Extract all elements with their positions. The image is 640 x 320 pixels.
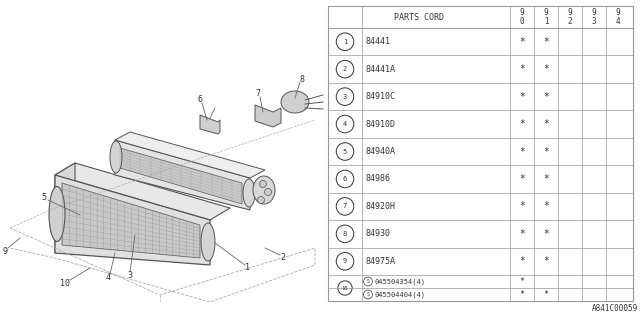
Text: 9: 9 <box>3 246 8 255</box>
Circle shape <box>336 170 354 188</box>
Text: *: * <box>543 92 549 102</box>
Text: *: * <box>520 277 525 286</box>
Polygon shape <box>255 105 281 127</box>
Circle shape <box>336 60 354 78</box>
Polygon shape <box>55 175 210 265</box>
Bar <box>328 6 633 301</box>
Text: *: * <box>519 256 525 266</box>
Text: *: * <box>519 201 525 212</box>
Circle shape <box>336 115 354 133</box>
Text: 84975A: 84975A <box>365 257 395 266</box>
Text: 84910D: 84910D <box>365 120 395 129</box>
Text: 9
2: 9 2 <box>568 8 572 26</box>
Polygon shape <box>115 140 250 210</box>
Polygon shape <box>115 132 265 178</box>
Text: 84441: 84441 <box>365 37 390 46</box>
Text: *: * <box>543 229 549 239</box>
Text: *: * <box>519 229 525 239</box>
Circle shape <box>336 198 354 215</box>
Circle shape <box>336 33 354 51</box>
Text: *: * <box>519 147 525 156</box>
Text: *: * <box>543 201 549 212</box>
Ellipse shape <box>253 176 275 204</box>
Polygon shape <box>55 163 75 253</box>
Circle shape <box>257 196 264 204</box>
Polygon shape <box>55 163 230 220</box>
Ellipse shape <box>110 141 122 173</box>
Circle shape <box>336 252 354 270</box>
Circle shape <box>338 281 352 295</box>
Text: S: S <box>367 279 369 284</box>
Text: *: * <box>519 92 525 102</box>
Text: 6: 6 <box>343 176 347 182</box>
Circle shape <box>336 88 354 105</box>
Text: 84910C: 84910C <box>365 92 395 101</box>
Text: 9
0: 9 0 <box>520 8 524 26</box>
Text: 9
3: 9 3 <box>592 8 596 26</box>
Text: *: * <box>543 64 549 74</box>
Text: *: * <box>520 290 525 299</box>
Text: *: * <box>543 119 549 129</box>
Text: 7: 7 <box>255 89 260 98</box>
Text: 4: 4 <box>343 121 347 127</box>
Text: 84441A: 84441A <box>365 65 395 74</box>
Text: 2: 2 <box>280 252 285 261</box>
Text: S: S <box>367 292 369 297</box>
Text: 5: 5 <box>343 148 347 155</box>
Text: A841C00059: A841C00059 <box>592 304 638 313</box>
Polygon shape <box>62 183 200 258</box>
Text: 84920H: 84920H <box>365 202 395 211</box>
Text: 045504404(4): 045504404(4) <box>374 291 426 298</box>
Text: 10: 10 <box>60 278 70 287</box>
Polygon shape <box>120 148 242 204</box>
Ellipse shape <box>281 91 309 113</box>
Text: 8: 8 <box>300 75 305 84</box>
Text: *: * <box>519 64 525 74</box>
Ellipse shape <box>49 187 65 242</box>
Text: *: * <box>543 174 549 184</box>
Circle shape <box>336 225 354 243</box>
Text: *: * <box>519 174 525 184</box>
Text: *: * <box>543 290 548 299</box>
Text: 84986: 84986 <box>365 174 390 183</box>
Circle shape <box>259 180 266 188</box>
Text: 10: 10 <box>342 285 348 291</box>
Text: 3: 3 <box>127 271 132 281</box>
Polygon shape <box>200 115 220 134</box>
Text: 8: 8 <box>343 231 347 237</box>
Text: 1: 1 <box>244 262 250 271</box>
Circle shape <box>336 143 354 160</box>
Text: 7: 7 <box>343 204 347 209</box>
Text: 9: 9 <box>343 258 347 264</box>
Text: *: * <box>519 119 525 129</box>
Text: 9
1: 9 1 <box>544 8 548 26</box>
Text: 1: 1 <box>343 39 347 45</box>
Text: *: * <box>543 256 549 266</box>
Text: 84940A: 84940A <box>365 147 395 156</box>
Circle shape <box>364 290 372 299</box>
Text: 3: 3 <box>343 94 347 100</box>
Circle shape <box>364 277 372 286</box>
Text: 4: 4 <box>106 273 111 282</box>
Text: 84930: 84930 <box>365 229 390 238</box>
Text: *: * <box>519 37 525 47</box>
Text: *: * <box>543 37 549 47</box>
Text: 6: 6 <box>198 95 202 105</box>
Ellipse shape <box>243 179 255 207</box>
Text: 9
4: 9 4 <box>616 8 620 26</box>
Text: 5: 5 <box>42 194 47 203</box>
Text: *: * <box>543 147 549 156</box>
Text: PARTS CORD: PARTS CORD <box>394 12 444 21</box>
Ellipse shape <box>201 223 215 261</box>
Text: 2: 2 <box>343 66 347 72</box>
Circle shape <box>264 188 271 196</box>
Text: 045504354(4): 045504354(4) <box>374 278 426 285</box>
